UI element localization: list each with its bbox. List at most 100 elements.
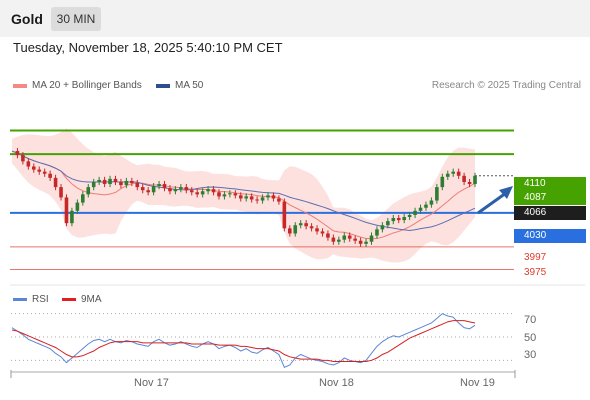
- level-tag-4110: 4110: [514, 177, 586, 191]
- candle-body: [15, 151, 20, 156]
- candle-body: [407, 214, 412, 217]
- candle-body: [124, 180, 129, 186]
- candle-body: [255, 199, 259, 201]
- candle-body: [113, 178, 118, 182]
- candle-body: [130, 180, 134, 183]
- candle-body: [146, 190, 150, 193]
- candle-body: [375, 229, 379, 236]
- candle-body: [195, 192, 199, 195]
- candle-body: [429, 200, 434, 205]
- ma50-label: MA 50: [175, 80, 204, 91]
- rsi-label: RSI: [32, 294, 49, 305]
- candle-body: [162, 184, 167, 189]
- candle-body: [266, 195, 270, 198]
- legend-rsi: RSI: [13, 294, 49, 305]
- candle-body: [59, 187, 63, 198]
- candle-body: [26, 161, 31, 167]
- candle-body: [402, 217, 406, 221]
- candle-body: [369, 235, 374, 242]
- x-tick-nov18: Nov 18: [319, 377, 354, 389]
- legend-rsi-ma: 9MA: [62, 294, 102, 305]
- candle-body: [418, 207, 423, 211]
- candle-body: [119, 181, 123, 186]
- candle-body: [342, 235, 347, 240]
- candle-body: [353, 238, 357, 241]
- candle-body: [277, 198, 281, 202]
- candle-body: [260, 197, 265, 201]
- candle-body: [347, 235, 352, 239]
- candle-body: [331, 237, 336, 242]
- candle-body: [396, 218, 401, 221]
- candle-body: [467, 181, 472, 185]
- candle-body: [37, 169, 42, 172]
- level-tag-3997: 3997: [524, 252, 547, 263]
- candle-body: [75, 202, 80, 211]
- candle-body: [217, 192, 221, 197]
- candle-body: [440, 176, 445, 188]
- ma50-line: [11, 150, 476, 231]
- candle-body: [168, 188, 172, 192]
- candle-body: [298, 223, 303, 226]
- candle-body: [244, 196, 249, 199]
- candle-body: [451, 171, 456, 174]
- rsi-tick-30: 30: [524, 349, 537, 361]
- candle-body: [413, 210, 417, 215]
- candle-body: [184, 187, 189, 191]
- candle-body: [64, 197, 69, 224]
- rsi-ma-label: 9MA: [81, 294, 102, 305]
- candle-body: [462, 175, 466, 182]
- candle-body: [391, 218, 396, 222]
- candle-body: [42, 171, 47, 174]
- level-tag-4066: 4066: [514, 206, 586, 220]
- bollinger-band: [12, 128, 475, 263]
- candle-body: [97, 179, 101, 182]
- header-bar: Gold 30 MIN: [0, 0, 590, 37]
- timeframe-button[interactable]: 30 MIN: [51, 7, 101, 31]
- candle-body: [456, 171, 461, 176]
- level-tag-4030: 4030: [514, 229, 586, 243]
- candle-body: [222, 194, 227, 197]
- legend-ma20: MA 20 + Bollinger Bands: [13, 80, 142, 91]
- candle-body: [473, 175, 477, 185]
- candle-body: [293, 225, 298, 234]
- level-tag-3975: 3975: [524, 267, 547, 278]
- candle-body: [135, 183, 140, 188]
- rsi-ma-line: [11, 320, 476, 362]
- ma20-label: MA 20 + Bollinger Bands: [32, 80, 142, 91]
- candle-body: [315, 228, 319, 232]
- candle-body: [151, 186, 156, 193]
- candle-body: [364, 241, 368, 244]
- candle-body: [189, 190, 194, 193]
- candle-body: [70, 210, 74, 224]
- candle-body: [48, 173, 52, 178]
- candle-body: [326, 233, 330, 238]
- candle-body: [108, 178, 112, 185]
- candle-body: [140, 187, 145, 191]
- candle-body: [211, 189, 216, 193]
- rsi-tick-70: 70: [524, 314, 537, 326]
- price-levels: [10, 129, 514, 271]
- candle-body: [21, 155, 25, 162]
- bollinger-band-area: [12, 128, 475, 263]
- candle-body: [380, 225, 385, 230]
- forecast-arrow: [477, 186, 513, 215]
- candle-body: [358, 240, 363, 244]
- candle-body: [179, 187, 183, 190]
- candle-body: [81, 194, 85, 203]
- candle-body: [445, 173, 450, 177]
- rsi-grid: [11, 313, 515, 361]
- candle-body: [249, 196, 254, 200]
- candle-body: [435, 187, 439, 201]
- chart-datetime: Tuesday, November 18, 2025 5:40:10 PM CE…: [13, 40, 283, 55]
- candles: [15, 147, 477, 247]
- candle-body: [238, 195, 243, 199]
- candle-body: [288, 228, 292, 234]
- candle-body: [304, 223, 308, 227]
- rsi-lines: [11, 313, 476, 368]
- candle-body: [320, 231, 325, 234]
- rsi-line: [11, 313, 476, 368]
- candle-body: [157, 184, 161, 187]
- ma20-swatch: [13, 83, 27, 88]
- legend-ma50: MA 50: [156, 80, 203, 91]
